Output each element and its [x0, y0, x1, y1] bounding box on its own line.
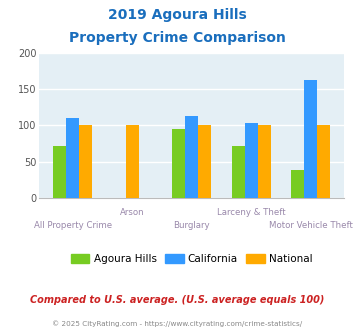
- Text: 2019 Agoura Hills: 2019 Agoura Hills: [108, 8, 247, 22]
- Bar: [126, 125, 139, 198]
- Bar: [258, 125, 271, 198]
- Bar: [304, 80, 317, 198]
- Bar: [245, 123, 258, 198]
- Text: © 2025 CityRating.com - https://www.cityrating.com/crime-statistics/: © 2025 CityRating.com - https://www.city…: [53, 320, 302, 327]
- Bar: [53, 146, 66, 198]
- Text: Arson: Arson: [120, 208, 144, 217]
- Bar: [185, 116, 198, 198]
- Text: Larceny & Theft: Larceny & Theft: [217, 208, 285, 217]
- Bar: [317, 125, 331, 198]
- Legend: Agoura Hills, California, National: Agoura Hills, California, National: [66, 250, 317, 268]
- Bar: [172, 129, 185, 198]
- Text: Burglary: Burglary: [173, 221, 210, 230]
- Bar: [198, 125, 211, 198]
- Bar: [79, 125, 92, 198]
- Text: All Property Crime: All Property Crime: [33, 221, 111, 230]
- Text: Property Crime Comparison: Property Crime Comparison: [69, 31, 286, 45]
- Text: Compared to U.S. average. (U.S. average equals 100): Compared to U.S. average. (U.S. average …: [30, 295, 325, 305]
- Bar: [231, 146, 245, 198]
- Text: Motor Vehicle Theft: Motor Vehicle Theft: [269, 221, 353, 230]
- Bar: [66, 118, 79, 198]
- Bar: [291, 170, 304, 198]
